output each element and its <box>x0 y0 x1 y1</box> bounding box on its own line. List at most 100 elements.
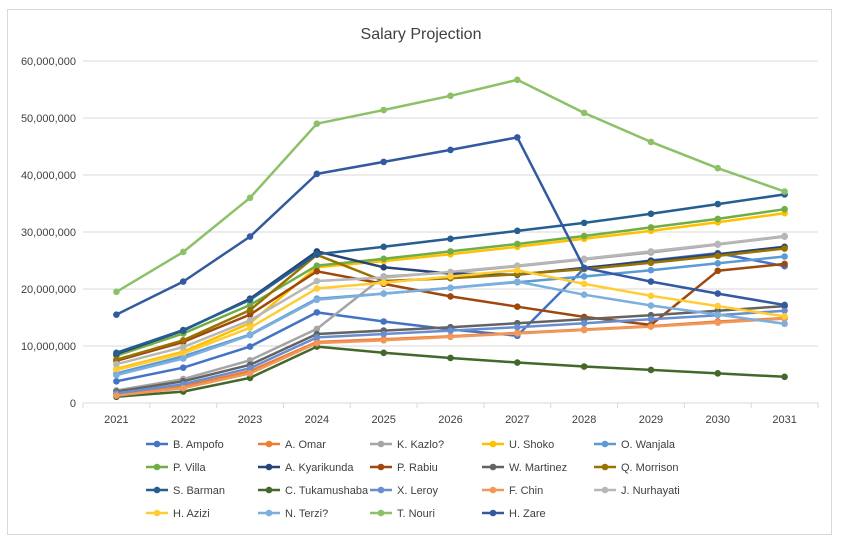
x-tick-label: 2021 <box>104 414 128 426</box>
data-point <box>380 158 387 166</box>
data-point <box>647 259 655 267</box>
y-tick-label: 0 <box>70 398 76 410</box>
x-tick-label: 2030 <box>706 414 730 426</box>
legend-dot-marker <box>601 486 609 494</box>
data-point <box>714 200 722 208</box>
legend-label: J. Nurhayati <box>621 485 680 497</box>
data-point <box>113 288 120 296</box>
data-point <box>714 164 722 172</box>
data-point <box>580 219 588 227</box>
data-point <box>514 303 521 310</box>
data-point <box>447 327 454 334</box>
data-point <box>313 339 321 347</box>
x-tick-label: 2024 <box>305 414 329 426</box>
legend-item: T. Nouri <box>370 508 435 520</box>
data-point <box>313 262 321 269</box>
series-group <box>113 232 788 368</box>
data-point <box>647 248 655 255</box>
series-group <box>113 266 788 374</box>
data-point <box>580 232 588 240</box>
legend-dot-marker <box>489 440 497 448</box>
data-point <box>514 240 521 248</box>
legend-dot-marker <box>265 486 273 494</box>
series-group <box>113 191 788 357</box>
data-point <box>580 255 588 263</box>
data-point <box>781 373 788 381</box>
data-point <box>313 325 321 333</box>
data-point <box>313 309 321 316</box>
data-point <box>313 250 321 258</box>
data-point <box>647 302 655 309</box>
data-point <box>714 215 722 223</box>
y-tick-label: 10,000,000 <box>21 341 76 353</box>
legend-dot-marker <box>265 440 273 448</box>
series-group <box>113 315 788 399</box>
data-point <box>380 264 387 271</box>
x-tick-label: 2027 <box>505 414 529 426</box>
data-point <box>246 311 254 318</box>
data-point <box>113 349 120 357</box>
data-point <box>313 120 321 127</box>
data-point <box>514 359 521 366</box>
legend-dot-marker <box>377 509 385 517</box>
data-point <box>514 76 521 84</box>
data-point <box>380 290 387 297</box>
data-point <box>514 134 521 141</box>
legend-item: N. Terzi? <box>258 508 328 520</box>
data-point <box>714 290 722 297</box>
legend-item: F. Chin <box>482 485 543 497</box>
data-point <box>246 306 254 314</box>
legend-item: Q. Morrison <box>594 462 678 474</box>
legend-dot-marker <box>377 486 385 494</box>
data-point <box>246 374 254 382</box>
legend-item: C. Tukamushaba <box>258 485 369 497</box>
data-point <box>113 311 120 318</box>
data-point <box>447 333 454 341</box>
legend-item: J. Nurhayati <box>594 485 680 497</box>
data-point <box>580 326 588 334</box>
legend-label: O. Wanjala <box>621 439 676 451</box>
data-point <box>246 364 254 372</box>
chart-area: Salary Projection 0 10,000,000 20,000,000 3… <box>7 9 832 535</box>
legend-label: P. Villa <box>173 462 207 474</box>
legend-label: P. Rabiu <box>397 462 438 474</box>
legend-label: X. Leroy <box>397 485 438 497</box>
x-tick-label: 2023 <box>238 414 262 426</box>
data-point <box>714 302 722 310</box>
data-point <box>313 277 321 285</box>
data-point <box>246 370 254 377</box>
data-point <box>246 356 254 364</box>
legend-label: T. Nouri <box>397 508 435 520</box>
data-point <box>246 233 254 240</box>
data-point <box>781 245 788 252</box>
data-point <box>781 307 788 314</box>
data-point <box>514 323 521 331</box>
legend-dot-marker <box>153 463 161 471</box>
data-point <box>514 262 521 269</box>
data-point <box>113 356 120 363</box>
data-point <box>580 291 588 299</box>
data-point <box>714 370 722 377</box>
data-point <box>647 224 655 231</box>
data-point <box>714 311 722 318</box>
legend-item: P. Villa <box>146 462 207 474</box>
data-point <box>246 296 254 304</box>
legend-item: W. Martinez <box>482 462 567 474</box>
data-point <box>246 301 254 309</box>
data-point <box>447 235 454 243</box>
data-point <box>246 343 254 350</box>
data-point <box>647 278 655 285</box>
data-point <box>179 337 187 344</box>
data-point <box>514 227 521 235</box>
data-point <box>313 296 321 304</box>
data-point <box>380 106 387 114</box>
legend-dot-marker <box>489 486 497 494</box>
data-point <box>179 343 187 351</box>
x-tick-label: 2025 <box>371 414 395 426</box>
legend-label: H. Zare <box>509 508 546 520</box>
legend-dot-marker <box>489 463 497 471</box>
data-point <box>313 268 321 275</box>
data-point <box>647 366 655 374</box>
y-tick-label: 40,000,000 <box>21 170 76 182</box>
series-group <box>113 343 788 401</box>
